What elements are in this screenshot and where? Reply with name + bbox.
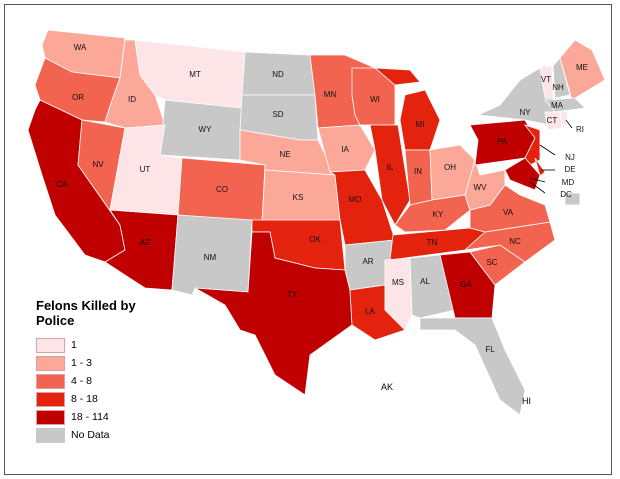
state-label-ga: GA (460, 280, 472, 289)
legend-swatch (36, 391, 65, 407)
state-ms (384, 257, 413, 331)
state-label-hi: HI (522, 396, 531, 406)
state-me (559, 39, 606, 101)
state-label-ca: CA (56, 180, 68, 189)
state-in (404, 149, 433, 206)
state-label-ut: UT (140, 165, 151, 174)
state-dc (564, 192, 581, 206)
state-label-nm: NM (204, 253, 217, 262)
legend-swatch (36, 355, 65, 371)
state-label-il: IL (387, 163, 394, 172)
callout-line (539, 144, 556, 156)
legend-title: Felons Killed by Police (36, 298, 136, 328)
state-label-la: LA (365, 307, 375, 316)
state-fl (419, 317, 526, 416)
state-nh (552, 57, 571, 99)
legend-item: 1 (36, 336, 166, 354)
state-label-wa: WA (74, 43, 87, 52)
legend-label: No Data (71, 429, 110, 441)
state-label-wv: WV (474, 183, 488, 192)
state-mi-upper (373, 67, 421, 86)
state-md (504, 157, 541, 191)
callout-line (529, 181, 546, 194)
state-label-wy: WY (199, 125, 213, 134)
state-label-id: ID (128, 95, 136, 104)
state-label-md: MD (562, 178, 575, 187)
state-label-az: AZ (140, 238, 150, 247)
legend-swatch (36, 337, 65, 353)
state-label-in: IN (414, 167, 422, 176)
state-label-ok: OK (309, 235, 321, 244)
state-label-ar: AR (362, 257, 373, 266)
legend-label: 4 - 8 (71, 375, 93, 387)
state-label-or: OR (72, 93, 84, 102)
state-label-vt: VT (541, 75, 551, 84)
legend-label: 18 - 114 (71, 411, 109, 423)
legend: Felons Killed by Police 1 1 - 3 4 - 8 8 - 1… (36, 298, 166, 444)
state-label-nj: NJ (565, 153, 575, 162)
callout-line (529, 177, 546, 183)
state-label-me: ME (576, 63, 588, 72)
state-label-mt: MT (189, 70, 201, 79)
legend-label: 8 - 18 (71, 393, 98, 405)
state-de (534, 157, 546, 177)
state-label-fl: FL (485, 345, 495, 354)
state-label-mi: MI (416, 120, 425, 129)
state-label-va: VA (503, 208, 514, 217)
state-label-oh: OH (444, 163, 456, 172)
state-ri (559, 111, 569, 126)
state-label-mn: MN (324, 90, 337, 99)
state-label-pa: PA (497, 137, 508, 146)
map-border (4, 4, 612, 475)
state-label-dc: DC (560, 190, 572, 199)
state-label-ms: MS (392, 278, 404, 287)
state-label-nc: NC (509, 237, 521, 246)
state-label-nh: NH (552, 83, 564, 92)
state-label-tn: TN (427, 238, 438, 247)
state-label-ks: KS (293, 193, 304, 202)
callout-line (565, 119, 573, 129)
state-label-tx: TX (287, 290, 298, 299)
legend-label: 1 - 3 (71, 357, 93, 369)
legend-swatch (36, 409, 65, 425)
state-label-sc: SC (486, 258, 497, 267)
state-label-sd: SD (272, 110, 283, 119)
state-label-de: DE (564, 165, 575, 174)
state-label-ma: MA (551, 101, 564, 110)
legend-swatch (36, 373, 65, 389)
state-ct (544, 111, 563, 131)
legend-item: 18 - 114 (36, 408, 166, 426)
state-vt (539, 65, 554, 99)
state-ia (317, 124, 376, 173)
state-label-nd: ND (272, 70, 284, 79)
state-label-ky: KY (433, 210, 444, 219)
state-label-nv: NV (92, 160, 104, 169)
state-label-ny: NY (519, 108, 531, 117)
state-label-ri: RI (576, 125, 584, 134)
state-label-ne: NE (279, 150, 290, 159)
legend-item: 1 - 3 (36, 354, 166, 372)
state-label-ct: CT (547, 116, 558, 125)
state-label-mo: MO (349, 195, 362, 204)
legend-label: 1 (71, 339, 77, 351)
legend-item: 4 - 8 (36, 372, 166, 390)
legend-swatch (36, 427, 65, 443)
legend-item: 8 - 18 (36, 390, 166, 408)
state-label-al: AL (420, 277, 430, 286)
state-ma (544, 97, 586, 113)
legend-item: No Data (36, 426, 166, 444)
state-label-wi: WI (370, 95, 380, 104)
state-ga (439, 251, 496, 319)
state-tx (194, 231, 353, 396)
state-label-co: CO (216, 185, 228, 194)
state-label-ak: AK (381, 382, 394, 392)
state-label-ia: IA (341, 145, 349, 154)
